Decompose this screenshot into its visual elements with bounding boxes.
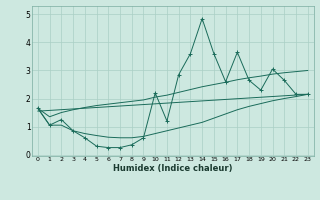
X-axis label: Humidex (Indice chaleur): Humidex (Indice chaleur) <box>113 164 233 173</box>
